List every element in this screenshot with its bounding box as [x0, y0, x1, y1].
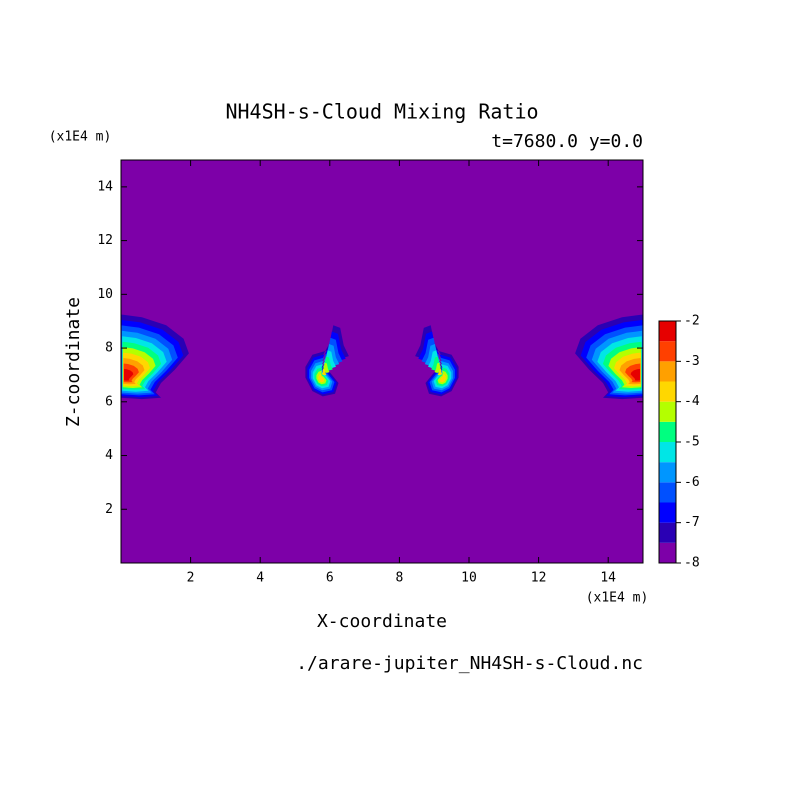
colorbar-tick-label: -6 — [684, 475, 700, 490]
colorbar-swatch — [659, 462, 676, 483]
footnote: ./arare-jupiter_NH4SH-s-Cloud.nc — [296, 653, 643, 674]
contour-fill — [437, 369, 446, 383]
colorbar-swatch — [659, 361, 676, 382]
colorbar-swatch — [659, 421, 676, 442]
y-axis-label: Z-coordinate — [63, 297, 84, 427]
contour-fill — [124, 368, 134, 381]
colorbar-swatch — [659, 482, 676, 503]
y-tick-label: 2 — [105, 502, 113, 517]
x-tick-label: 14 — [600, 571, 616, 586]
axes: 2 4 6 8 10 12 14 2 4 6 8 10 12 14 -2 -3 -4 -5 -6 -7 -8 — [97, 159, 700, 586]
x-tick-label: 6 — [326, 571, 334, 586]
chart-subtitle: t=7680.0 y=0.0 — [491, 131, 643, 152]
contour-fill — [318, 369, 327, 383]
colorbar-tick-label: -8 — [684, 556, 700, 571]
contour-fill — [121, 160, 643, 563]
x-tick-label: 2 — [187, 571, 195, 586]
y-tick-label: 12 — [97, 233, 113, 248]
colorbar-tick-label: -5 — [684, 435, 700, 450]
x-axis-label: X-coordinate — [317, 611, 447, 632]
colorbar-swatch — [659, 321, 676, 342]
y-tick-label: 8 — [105, 341, 113, 356]
colorbar-swatch — [659, 442, 676, 463]
colorbar-tick-label: -3 — [684, 354, 700, 369]
x-tick-label: 10 — [461, 571, 477, 586]
colorbar-tick-label: -2 — [684, 314, 700, 329]
colorbar-swatch — [659, 341, 676, 362]
colorbar-tick-label: -7 — [684, 515, 700, 530]
y-tick-label: 6 — [105, 394, 113, 409]
x-unit: (x1E4 m) — [586, 591, 649, 606]
plot-frame — [120, 159, 644, 564]
x-tick-label: 8 — [395, 571, 403, 586]
colorbar-tick-label: -4 — [684, 394, 700, 409]
colorbar-swatch — [659, 522, 676, 543]
y-unit: (x1E4 m) — [49, 130, 112, 145]
y-tick-label: 14 — [97, 179, 113, 194]
y-tick-label: 4 — [105, 448, 113, 463]
x-tick-label: 4 — [256, 571, 264, 586]
colorbar-swatch — [659, 401, 676, 422]
colorbar-swatch — [659, 542, 676, 563]
x-tick-label: 12 — [531, 571, 547, 586]
contour-fill — [630, 368, 640, 381]
colorbar-swatch — [659, 381, 676, 402]
y-tick-label: 10 — [97, 287, 113, 302]
plot-area — [121, 160, 643, 563]
colorbar-swatch — [659, 502, 676, 523]
chart-title: NH4SH-s-Cloud Mixing Ratio — [225, 100, 538, 124]
